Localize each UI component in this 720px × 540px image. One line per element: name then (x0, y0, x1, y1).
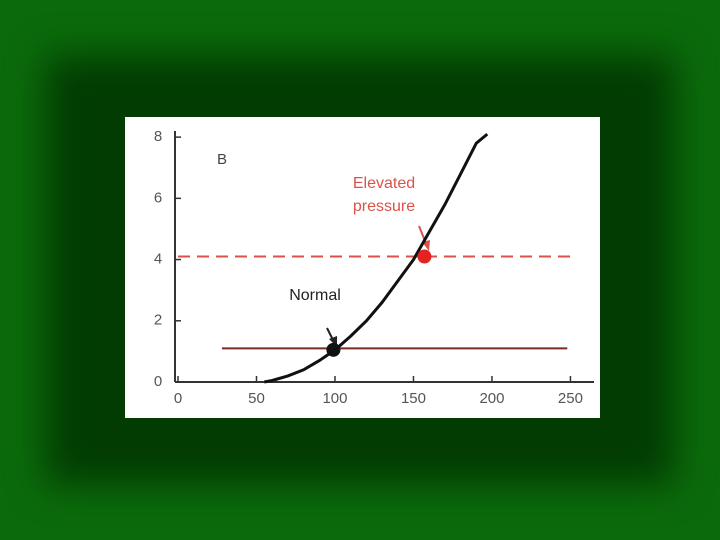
y-tick-label: 0 (154, 373, 162, 390)
x-tick-label: 200 (479, 390, 504, 407)
chart-panel (125, 117, 600, 418)
x-tick-label: 150 (401, 390, 426, 407)
annotation: Elevated (353, 175, 415, 192)
x-tick-label: 250 (558, 390, 583, 407)
curve (264, 132, 489, 384)
annotation: Normal (289, 287, 341, 304)
x-tick-label: 0 (174, 390, 182, 407)
point (326, 342, 341, 357)
y-tick-label: 6 (154, 189, 162, 206)
annotation: pressure (353, 198, 415, 215)
x-tick-label: 50 (248, 390, 265, 407)
panel-label: B (217, 151, 227, 168)
y-tick-label: 4 (154, 251, 162, 268)
point (417, 249, 432, 264)
y-tick-label: 2 (154, 312, 162, 329)
x-tick-label: 100 (322, 390, 347, 407)
y-tick-label: 8 (154, 128, 162, 145)
